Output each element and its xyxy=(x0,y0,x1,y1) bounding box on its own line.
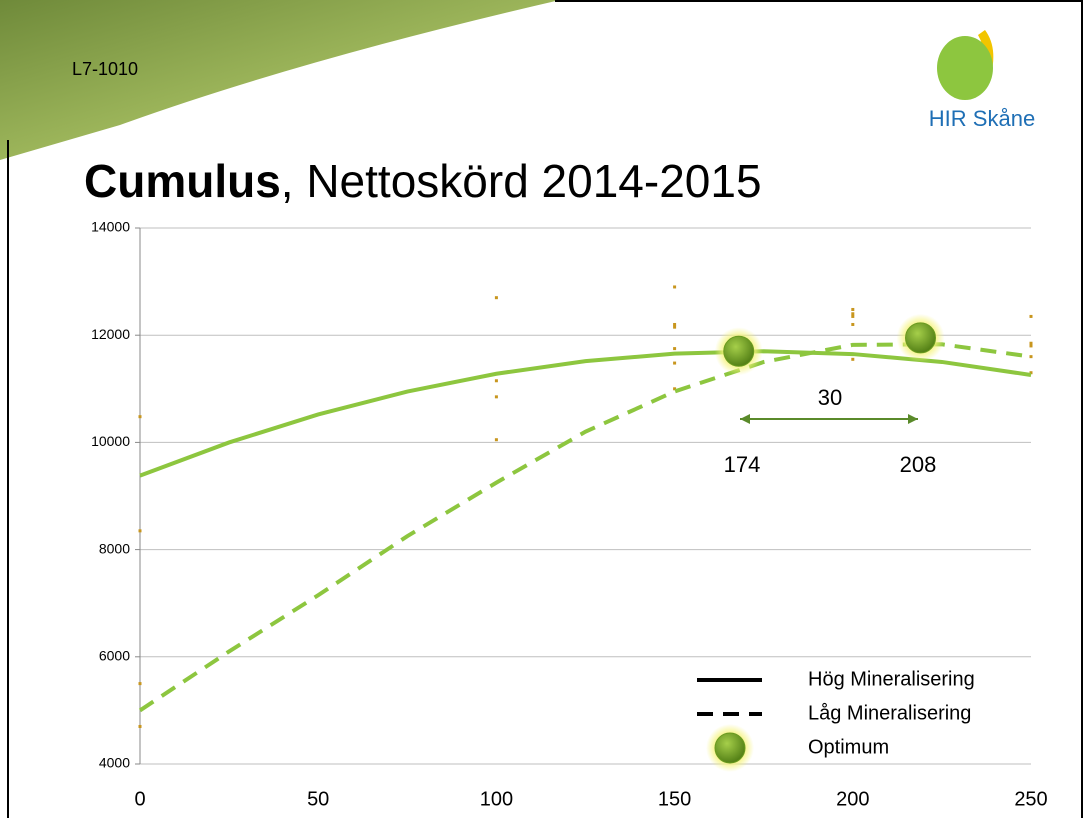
legend-label: Optimum xyxy=(808,736,889,758)
observation xyxy=(1029,341,1033,345)
annotation: 30 xyxy=(818,385,842,410)
observation xyxy=(851,357,855,361)
logo-text: HIR Skåne xyxy=(929,106,1035,131)
observation xyxy=(673,387,677,391)
observation xyxy=(673,285,677,289)
observation xyxy=(673,325,677,329)
observation xyxy=(138,724,142,728)
optimum-marker xyxy=(723,335,755,367)
x-tick-label: 200 xyxy=(836,788,869,810)
x-tick-label: 50 xyxy=(307,788,329,810)
x-tick-label: 250 xyxy=(1014,788,1047,810)
title-bold: Cumulus xyxy=(84,155,281,207)
chart-title: Cumulus, Nettoskörd 2014-2015 xyxy=(84,155,762,207)
optimum-marker xyxy=(905,322,937,354)
legend-label: Låg Mineralisering xyxy=(808,702,971,724)
observation xyxy=(1029,371,1033,375)
title-rest: , Nettoskörd 2014-2015 xyxy=(281,155,762,207)
observation xyxy=(1029,344,1033,348)
observation xyxy=(494,438,498,442)
y-tick-label: 12000 xyxy=(91,326,130,342)
header-image xyxy=(0,0,560,160)
y-tick-label: 14000 xyxy=(91,219,130,235)
observation xyxy=(494,379,498,383)
x-tick-label: 150 xyxy=(658,788,691,810)
annotation: 208 xyxy=(900,452,937,477)
y-tick-label: 10000 xyxy=(91,433,130,449)
observation xyxy=(851,314,855,318)
observation xyxy=(673,361,677,365)
y-tick-label: 4000 xyxy=(99,755,130,771)
observation xyxy=(851,322,855,326)
series-line xyxy=(138,342,1032,713)
x-tick-label: 100 xyxy=(480,788,513,810)
observation xyxy=(851,312,855,316)
observation xyxy=(673,347,677,351)
observation xyxy=(494,296,498,300)
observation xyxy=(138,682,142,686)
series-line xyxy=(139,349,1032,478)
x-tick-label: 0 xyxy=(134,788,145,810)
y-tick-label: 6000 xyxy=(99,648,130,664)
optimum-marker xyxy=(714,732,746,764)
logo: HIR Skåne xyxy=(929,30,1035,131)
y-tick-label: 8000 xyxy=(99,540,130,556)
observation xyxy=(138,529,142,533)
observation xyxy=(138,415,142,419)
annotation: 174 xyxy=(724,452,761,477)
observation xyxy=(1029,355,1033,359)
observation xyxy=(1029,314,1033,318)
observation xyxy=(494,395,498,399)
observation xyxy=(851,307,855,311)
legend-label: Hög Mineralisering xyxy=(808,668,975,690)
slide-code: L7-1010 xyxy=(72,59,138,79)
observation xyxy=(673,322,677,326)
